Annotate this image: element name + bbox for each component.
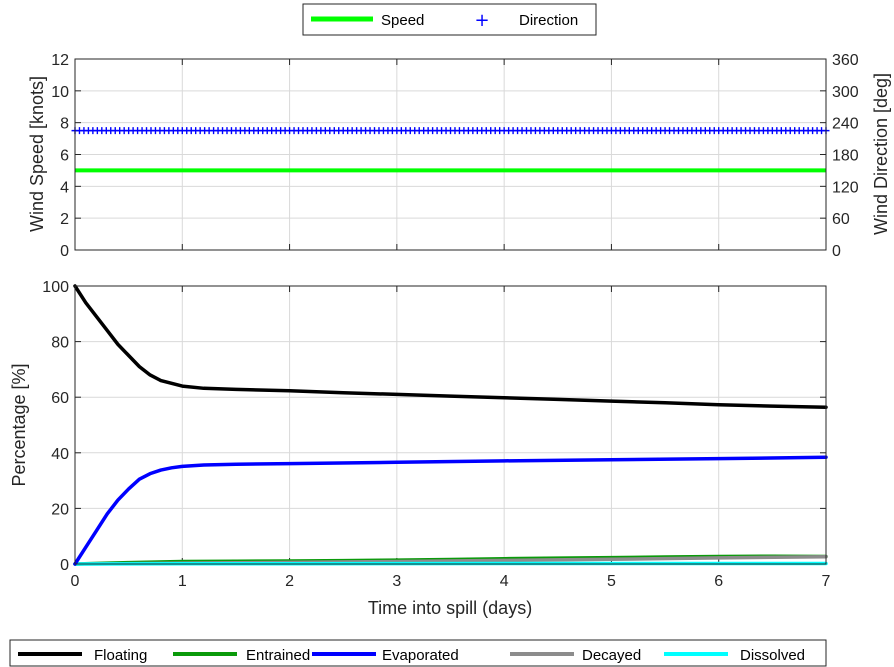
time-axis-label: Time into spill (days) (368, 598, 532, 618)
series-evaporated-line (73, 455, 828, 566)
percentage-ticks: 0 20 40 60 80 100 (42, 279, 69, 574)
wind-direction-tick-label: 300 (832, 84, 859, 101)
wind-speed-tick-label: 2 (60, 211, 69, 228)
percentage-tick-label: 80 (51, 335, 69, 352)
legend-decayed-label: Decayed (582, 647, 641, 664)
time-tick-label: 2 (285, 573, 294, 590)
legend-entrained-label: Entrained (246, 647, 310, 664)
time-tick-label: 6 (714, 573, 723, 590)
wind-grid (74, 58, 827, 251)
wind-direction-ticks: 0 60 120 180 240 300 360 (832, 52, 859, 260)
wind-direction-tick-label: 60 (832, 211, 850, 228)
time-tick-label: 4 (500, 573, 509, 590)
wind-speed-tick-label: 0 (60, 243, 69, 260)
wind-panel: 0 2 4 6 8 10 12 0 60 120 180 240 300 360 Wind Speed … (27, 52, 891, 260)
mass-plot-area (75, 286, 826, 564)
legend-dissolved-label: Dissolved (740, 647, 805, 664)
time-ticks: 0 1 2 3 4 5 6 7 (71, 573, 831, 590)
mass-grid (74, 285, 827, 565)
wind-speed-ticks: 0 2 4 6 8 10 12 (51, 52, 69, 260)
percentage-tick-label: 0 (60, 557, 69, 574)
legend-evaporated-label: Evaporated (382, 647, 459, 664)
wind-direction-tick-label: 0 (832, 243, 841, 260)
time-tick-label: 5 (607, 573, 616, 590)
percentage-tick-label: 100 (42, 279, 69, 296)
wind-series (71, 127, 830, 173)
mass-balance-panel: 0 20 40 60 80 100 0 1 2 3 4 5 6 7 Percentage [%] Tim… (9, 279, 831, 618)
legend-floating-label: Floating (94, 647, 147, 664)
wind-speed-tick-label: 10 (51, 84, 69, 101)
legend-direction-marker: + (474, 10, 489, 31)
wind-legend: Speed + Direction (302, 3, 597, 36)
wind-speed-tick-label: 4 (60, 179, 69, 196)
mass-legend: Floating Entrained Evaporated Decayed Dissol… (9, 639, 827, 667)
series-floating-line (73, 284, 828, 409)
wind-direction-tick-label: 120 (832, 179, 859, 196)
percentage-tick-label: 20 (51, 501, 69, 518)
wind-speed-tick-label: 12 (51, 52, 69, 69)
wind-direction-axis-label: Wind Direction [deg] (871, 73, 891, 235)
mass-series (73, 284, 828, 566)
percentage-tick-label: 60 (51, 390, 69, 407)
wind-direction-tick-label: 180 (832, 148, 859, 165)
time-tick-label: 0 (71, 573, 80, 590)
legend-direction-label: Direction (519, 12, 578, 29)
percentage-tick-label: 40 (51, 446, 69, 463)
wind-direction-tick-label: 360 (832, 52, 859, 69)
legend-speed-label: Speed (381, 12, 424, 29)
wind-speed-tick-label: 8 (60, 116, 69, 133)
time-tick-label: 7 (822, 573, 831, 590)
wind-direction-tick-label: 240 (832, 116, 859, 133)
wind-speed-axis-label: Wind Speed [knots] (27, 76, 47, 232)
wind-speed-tick-label: 6 (60, 148, 69, 165)
time-tick-label: 3 (392, 573, 401, 590)
time-tick-label: 1 (178, 573, 187, 590)
percentage-axis-label: Percentage [%] (9, 363, 29, 486)
